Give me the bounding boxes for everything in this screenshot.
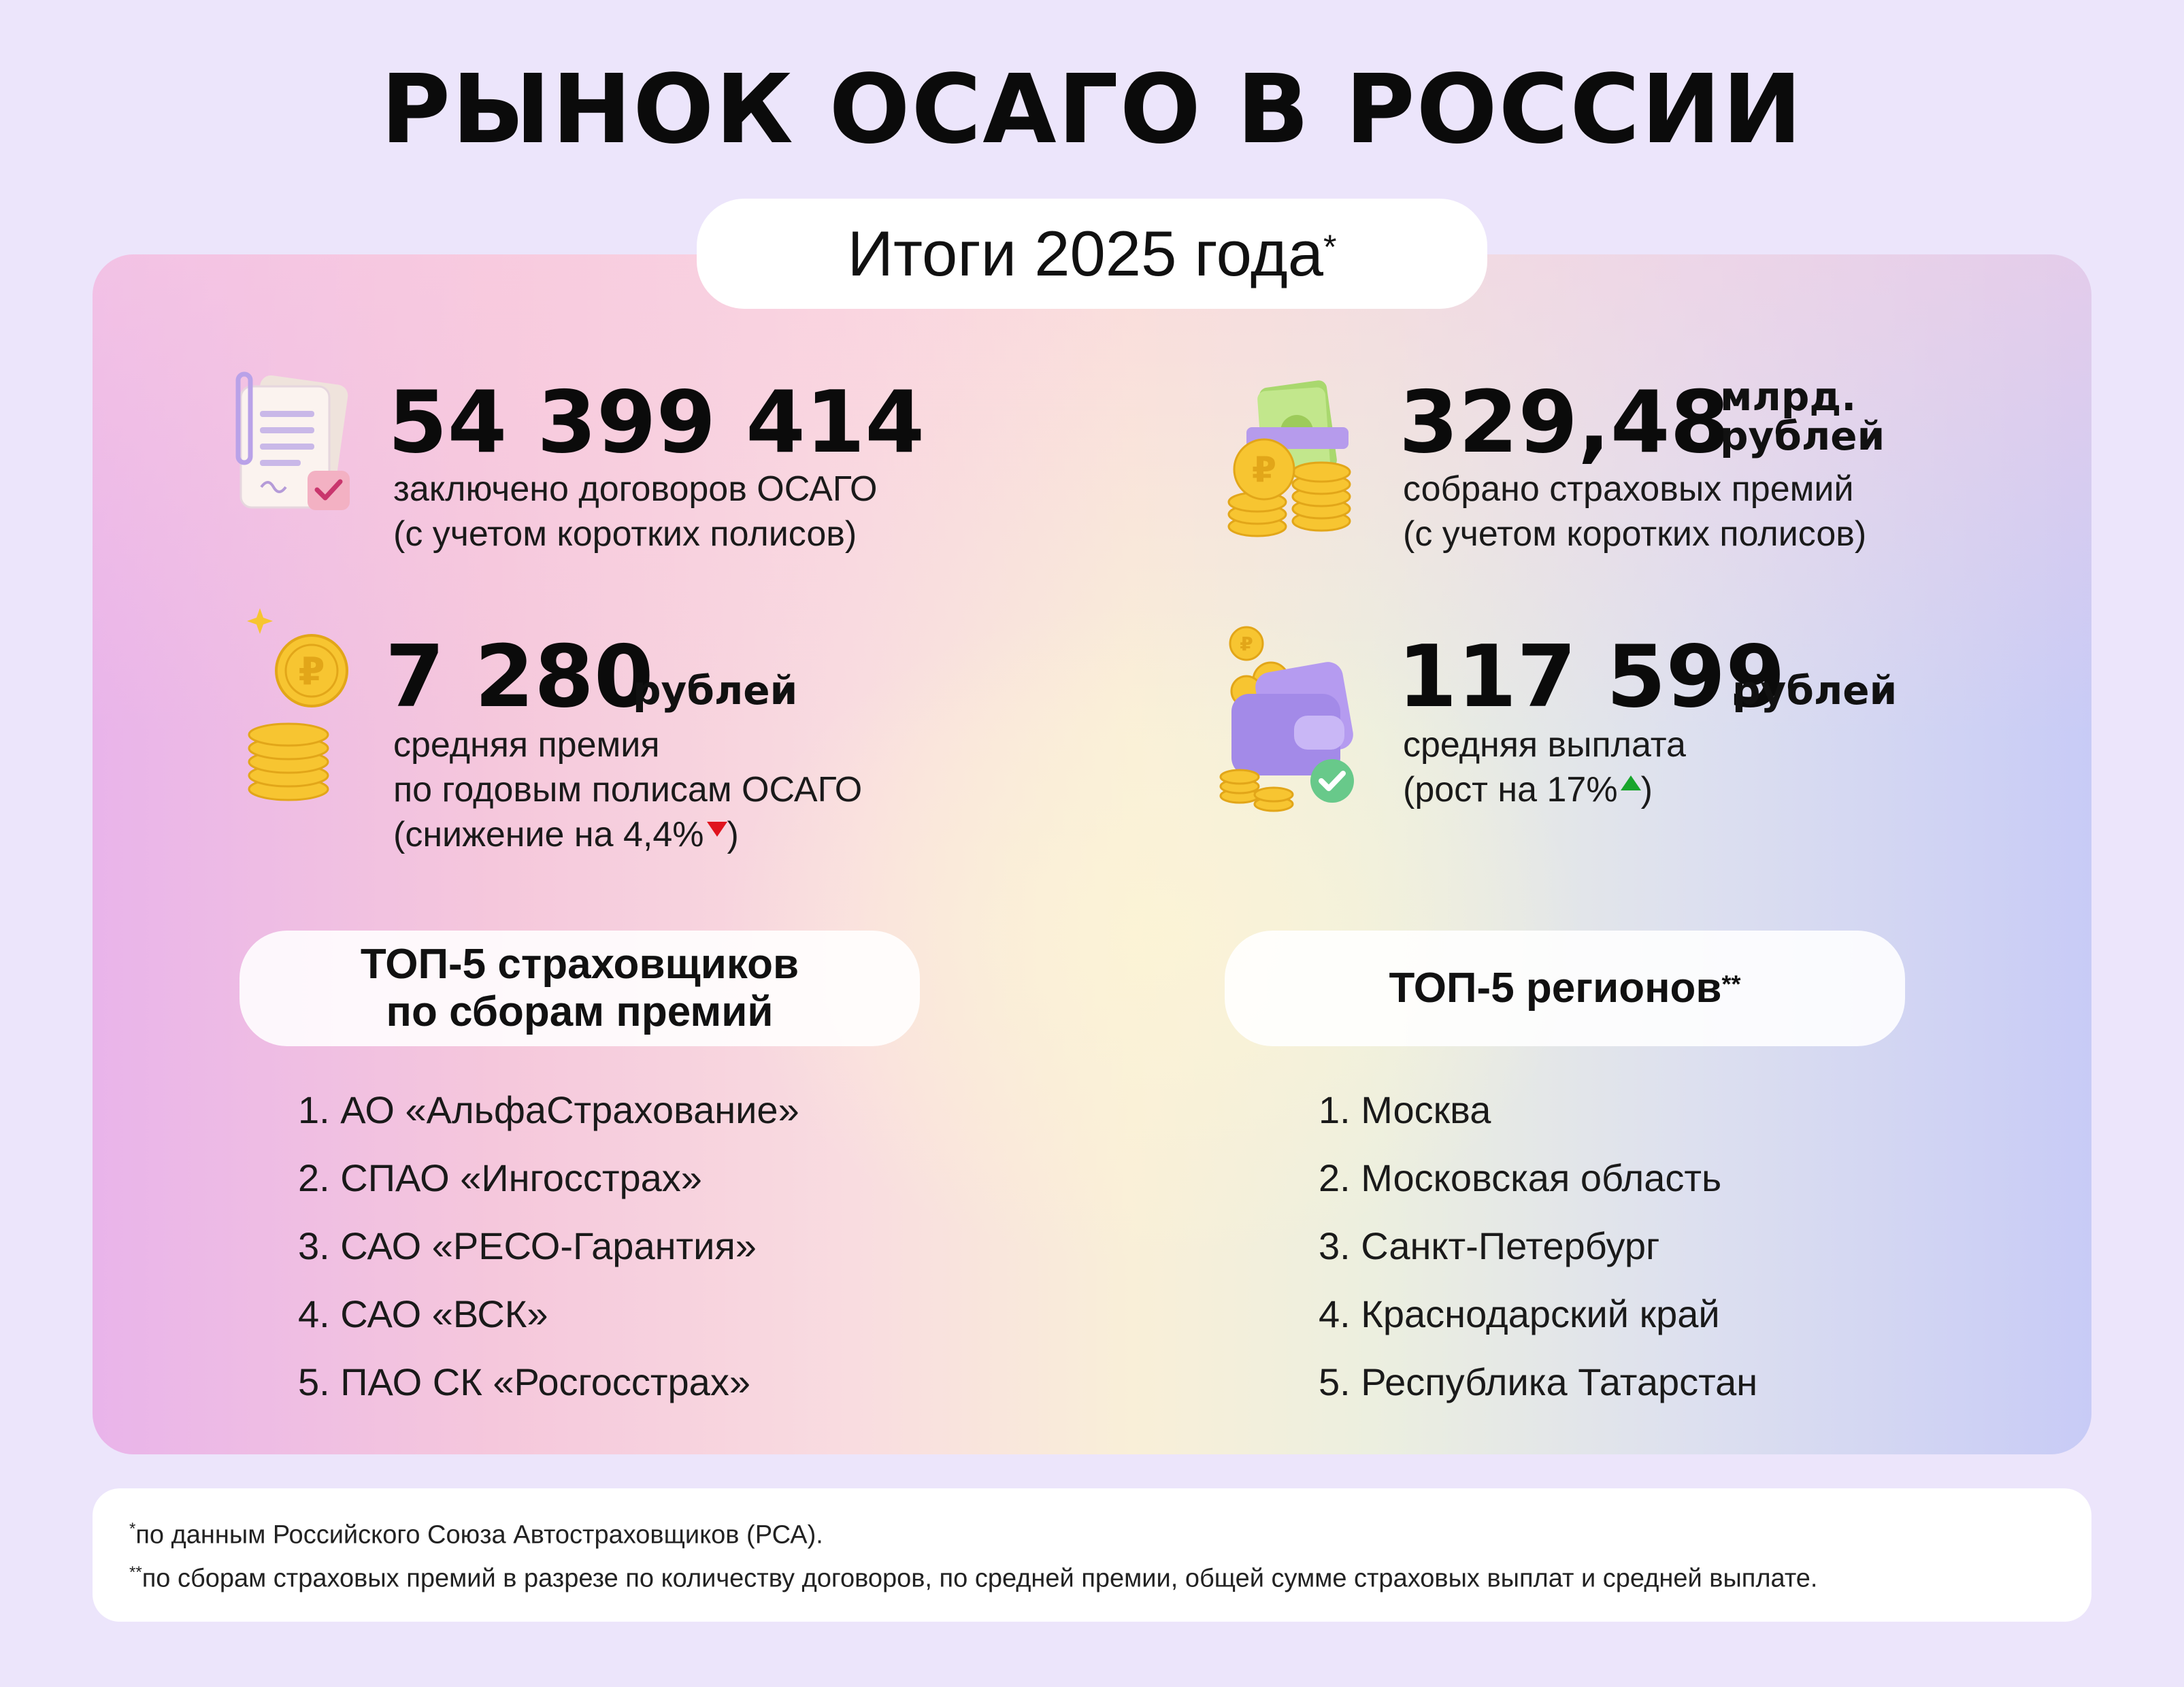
svg-text:₽: ₽ bbox=[1252, 450, 1276, 490]
list-item: 5. Республика Татарстан bbox=[1319, 1360, 1758, 1403]
wallet-coins-icon: ₽ ₽ bbox=[1219, 626, 1354, 812]
list-item: 1. Москва bbox=[1319, 1088, 1491, 1131]
avg-premium-change-text: (снижение на 4,4% bbox=[393, 815, 704, 854]
avg-payout-unit: рублей bbox=[1732, 667, 1898, 714]
insurers-list: 1. АО «АльфаСтрахование» 2. СПАО «Ингосс… bbox=[298, 1076, 799, 1416]
list-item: 1. АО «АльфаСтрахование» bbox=[298, 1088, 799, 1131]
money-coins-icon: ₽ bbox=[1227, 380, 1351, 537]
avg-premium-description: средняя премия по годовым полисам ОСАГО … bbox=[393, 722, 862, 857]
list-item: 2. СПАО «Ингосстрах» bbox=[298, 1156, 702, 1199]
svg-text:₽: ₽ bbox=[1240, 633, 1253, 655]
premiums-value: 329,48 bbox=[1399, 372, 1730, 472]
list-item: 4. САО «ВСК» bbox=[298, 1292, 548, 1335]
regions-list: 1. Москва 2. Московская область 3. Санкт… bbox=[1319, 1076, 1757, 1416]
avg-premium-change: (снижение на 4,4%) bbox=[393, 812, 862, 857]
stats-card: 54 399 414 заключено договоров ОСАГО (с … bbox=[93, 254, 2091, 1454]
footnote-1: *по данным Российского Союза Автострахов… bbox=[129, 1520, 823, 1550]
premiums-unit-line2: рублей bbox=[1720, 413, 1885, 459]
decrease-arrow-icon bbox=[706, 822, 727, 837]
premiums-line1: собрано страховых премий bbox=[1403, 469, 1854, 509]
period-label: Итоги 2025 года bbox=[847, 218, 1324, 289]
contracts-line2: (с учетом коротких полисов) bbox=[393, 514, 857, 554]
premiums-description: собрано страховых премий (с учетом корот… bbox=[1403, 467, 1866, 556]
list-item: 3. САО «РЕСО-Гарантия» bbox=[298, 1224, 757, 1267]
footnote-mark: * bbox=[1323, 228, 1337, 266]
premiums-line2: (с учетом коротких полисов) bbox=[1403, 514, 1867, 554]
svg-text:₽: ₽ bbox=[299, 650, 325, 694]
premiums-unit-line1: млрд. bbox=[1720, 373, 1857, 420]
increase-arrow-icon bbox=[1620, 775, 1641, 790]
footnote-mark: ** bbox=[129, 1563, 142, 1582]
regions-heading-label: ТОП-5 регионов bbox=[1389, 965, 1722, 1012]
avg-payout-value: 117 599 bbox=[1397, 627, 1785, 726]
list-item: 5. ПАО СК «Росгосстрах» bbox=[298, 1360, 750, 1403]
avg-payout-change: (рост на 17%) bbox=[1403, 767, 1686, 812]
avg-premium-change-close: ) bbox=[727, 815, 739, 854]
contracts-description: заключено договоров ОСАГО (с учетом коро… bbox=[393, 467, 878, 556]
footnote-2-text: по сборам страховых премий в разрезе по … bbox=[142, 1564, 1818, 1593]
footnote-1-text: по данным Российского Союза Автостраховщ… bbox=[135, 1520, 823, 1550]
insurers-heading-line2: по сборам премий bbox=[386, 988, 774, 1035]
list-item: 4. Краснодарский край bbox=[1319, 1292, 1720, 1335]
list-item: 2. Московская область bbox=[1319, 1156, 1722, 1199]
document-check-icon bbox=[235, 371, 350, 510]
insurers-heading-line1: ТОП-5 страховщиков bbox=[360, 941, 799, 988]
contracts-value: 54 399 414 bbox=[388, 372, 925, 472]
regions-heading: ТОП-5 регионов ** bbox=[1225, 931, 1905, 1046]
ruble-coin-stack-icon: ₽ bbox=[247, 608, 348, 801]
footnotes: *по данным Российского Союза Автострахов… bbox=[93, 1488, 2091, 1622]
avg-premium-line2: по годовым полисам ОСАГО bbox=[393, 770, 863, 809]
avg-premium-line1: средняя премия bbox=[393, 725, 660, 765]
avg-payout-change-text: (рост на 17% bbox=[1403, 770, 1618, 809]
avg-payout-line1: средняя выплата bbox=[1403, 725, 1686, 765]
avg-premium-value: 7 280 bbox=[385, 627, 654, 726]
avg-payout-description: средняя выплата (рост на 17%) bbox=[1403, 722, 1686, 812]
insurers-heading: ТОП-5 страховщиков по сборам премий bbox=[239, 931, 920, 1046]
footnote-2: **по сборам страховых премий в разрезе п… bbox=[129, 1563, 1818, 1594]
page-title: РЫНОК ОСАГО В РОССИИ bbox=[380, 54, 1804, 165]
list-item: 3. Санкт-Петербург bbox=[1319, 1224, 1660, 1267]
period-badge: Итоги 2025 года * bbox=[697, 199, 1487, 309]
contracts-line1: заключено договоров ОСАГО bbox=[393, 469, 878, 509]
footnote-mark: * bbox=[129, 1520, 136, 1538]
avg-premium-unit: рублей bbox=[633, 667, 798, 714]
footnote-mark: ** bbox=[1721, 970, 1741, 998]
avg-payout-change-close: ) bbox=[1640, 770, 1653, 809]
